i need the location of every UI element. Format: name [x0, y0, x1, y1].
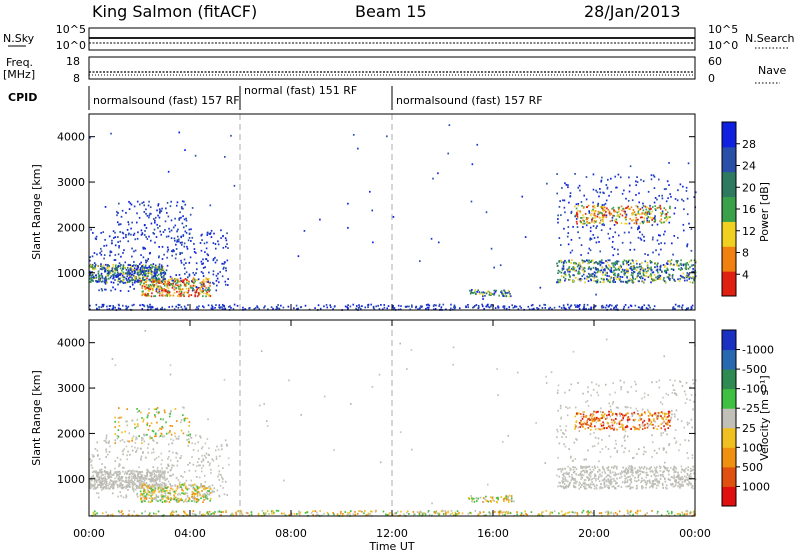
- nave-label: Nave: [758, 64, 786, 77]
- colorbar-tick-label: 4: [742, 268, 749, 281]
- colorbar-tick-label: 1000: [742, 480, 770, 493]
- nsky-panel: N.Sky 10^5 10^0 10^5 10^0 N.Search: [3, 23, 795, 52]
- freq-label-1: Freq.: [6, 56, 33, 69]
- nave-tick-bottom: 0: [708, 72, 715, 85]
- colorbar-tick-label: 12: [742, 225, 756, 238]
- power-scatter: [89, 124, 697, 311]
- velocity-ylabel: Slant Range [km]: [30, 370, 43, 466]
- colorbar-tick-label: 28: [742, 138, 756, 151]
- yaxis-tick-label: 2000: [57, 221, 85, 234]
- station-title: King Salmon (fitACF): [92, 2, 257, 21]
- yaxis-tick-label: 4000: [57, 337, 85, 350]
- colorbar-tick-label: -500: [742, 363, 767, 376]
- colorbar-tick-label: 8: [742, 247, 749, 260]
- velocity-scatter: [89, 329, 697, 517]
- colorbar-tick-label: 100: [742, 441, 763, 454]
- colorbar-tick-label: -1000: [742, 344, 774, 357]
- yaxis-tick-label: 4000: [57, 131, 85, 144]
- velocity-panel: 1000 2000 3000 4000 Slant Range [km]: [30, 319, 697, 517]
- time-tick-label: 20:00: [578, 527, 610, 540]
- nsearch-tick-top: 10^5: [708, 23, 738, 36]
- yaxis-tick-label: 2000: [57, 427, 85, 440]
- freq-panel: Freq. [MHz] 18 8 60 0 Nave: [3, 55, 786, 85]
- nsky-label: N.Sky: [3, 32, 35, 45]
- time-tick-label: 00:00: [679, 527, 711, 540]
- cpid-segment-1: normalsound (fast) 157 RF: [93, 94, 240, 107]
- date-title: 28/Jan/2013: [584, 2, 681, 21]
- time-xlabel: Time UT: [368, 540, 414, 553]
- time-tick-label: 12:00: [376, 527, 408, 540]
- time-tick-label: 04:00: [174, 527, 206, 540]
- nave-tick-top: 60: [708, 55, 722, 68]
- cpid-segment-2: normal (fast) 151 RF: [244, 84, 357, 97]
- nsearch-tick-bottom: 10^0: [708, 39, 738, 52]
- colorbar-tick-label: 25: [742, 422, 756, 435]
- colorbar-tick-label: -100: [742, 383, 767, 396]
- freq-tick-top: 18: [66, 55, 80, 68]
- power-panel: 1000 2000 3000 4000 Slant Range [km]: [30, 113, 697, 311]
- power-ylabel: Slant Range [km]: [30, 164, 43, 260]
- colorbar-tick-label: 24: [742, 160, 756, 173]
- cpid-row: CPID normalsound (fast) 157 RF normal (f…: [8, 84, 543, 110]
- time-tick-label: 08:00: [275, 527, 307, 540]
- cpid-label: CPID: [8, 91, 37, 104]
- time-tick-label: 00:00: [73, 527, 105, 540]
- velocity-colorbar-label: Velocity [m s⁻¹]: [758, 375, 771, 460]
- nsky-tick-top: 10^5: [56, 23, 86, 36]
- freq-tick-bottom: 8: [73, 72, 80, 85]
- yaxis-tick-label: 3000: [57, 382, 85, 395]
- yaxis-tick-label: 3000: [57, 176, 85, 189]
- power-colorbar-label: Power [dB]: [758, 182, 771, 242]
- yaxis-tick-label: 1000: [57, 473, 85, 486]
- beam-title: Beam 15: [355, 2, 427, 21]
- colorbar-tick-label: 16: [742, 203, 756, 216]
- freq-label-2: [MHz]: [3, 68, 35, 81]
- colorbar-tick-label: 20: [742, 181, 756, 194]
- colorbar-tick-label: -25: [742, 402, 760, 415]
- colorbar-tick-label: 500: [742, 461, 763, 474]
- time-axis: 00:00 04:00 08:00 12:00 16:00 20:00 00:00: [73, 304, 711, 540]
- yaxis-tick-label: 1000: [57, 267, 85, 280]
- power-colorbar: 4 8 12 16 20 24 28: [721, 121, 756, 297]
- nsky-tick-bottom: 10^0: [56, 39, 86, 52]
- time-tick-label: 16:00: [477, 527, 509, 540]
- cpid-segment-3: normalsound (fast) 157 RF: [396, 94, 543, 107]
- nsearch-label: N.Search: [745, 32, 795, 45]
- velocity-colorbar: 1000 500 100 25 -25 -100 -500 -1000: [721, 329, 774, 507]
